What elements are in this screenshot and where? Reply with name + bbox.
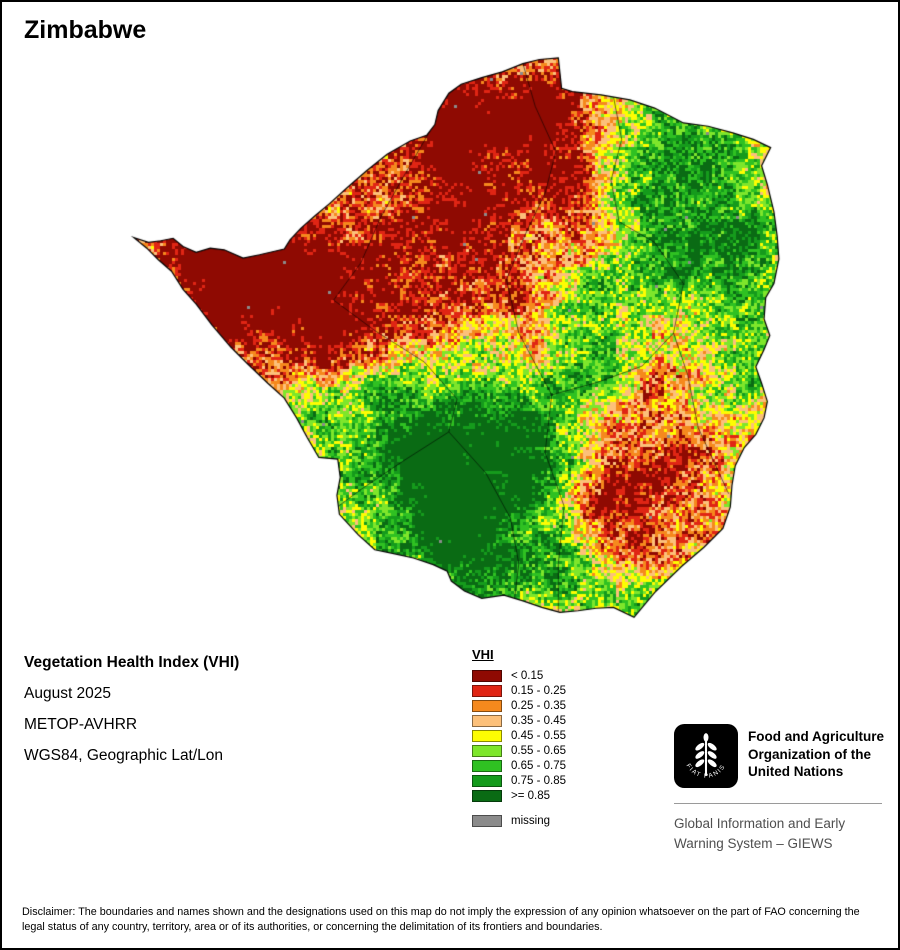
map-projection: WGS84, Geographic Lat/Lon — [24, 747, 224, 764]
legend-items: < 0.15 0.15 - 0.25 0.25 - 0.35 0.35 - 0.45 0… — [472, 670, 566, 827]
legend-swatch — [472, 715, 502, 727]
map-date: August 2025 — [24, 685, 112, 702]
disclaimer-text: Disclaimer: The boundaries and names sho… — [22, 906, 860, 933]
legend-swatch — [472, 815, 502, 827]
legend-item: 0.25 - 0.35 — [472, 700, 566, 712]
legend-label: >= 0.85 — [511, 790, 551, 802]
legend-label: 0.35 - 0.45 — [511, 715, 566, 727]
map-layer-title: Vegetation Health Index (VHI) — [24, 654, 240, 671]
legend-label: 0.15 - 0.25 — [511, 685, 566, 697]
fao-logo-icon: FIAT PANIS — [674, 724, 738, 788]
legend-label: 0.25 - 0.35 — [511, 700, 566, 712]
legend-item: < 0.15 — [472, 670, 566, 682]
legend-label: 0.75 - 0.85 — [511, 775, 566, 787]
fao-org-name: Food and Agriculture Organization of the… — [748, 729, 884, 780]
map-info-block: Vegetation Health Index (VHI) August 202… — [24, 654, 239, 778]
legend-item: 0.75 - 0.85 — [472, 775, 566, 787]
legend-label: missing — [511, 815, 550, 827]
legend-item: missing — [472, 815, 566, 827]
legend-label: 0.45 - 0.55 — [511, 730, 566, 742]
legend-label: 0.55 - 0.65 — [511, 745, 566, 757]
giews-label: Global Information and Early Warning Sys… — [674, 816, 846, 851]
legend-item: 0.45 - 0.55 — [472, 730, 566, 742]
legend-swatch — [472, 670, 502, 682]
legend-swatch — [472, 685, 502, 697]
legend-item: 0.15 - 0.25 — [472, 685, 566, 697]
legend-title: VHI — [472, 647, 494, 662]
map-sensor: METOP-AVHRR — [24, 716, 138, 733]
page-title: Zimbabwe — [24, 16, 147, 44]
legend-label: 0.65 - 0.75 — [511, 760, 566, 772]
legend-swatch — [472, 700, 502, 712]
fao-branding: FIAT PANIS Food and Agriculture Organiza… — [674, 724, 884, 788]
legend-swatch — [472, 775, 502, 787]
legend-item: 0.35 - 0.45 — [472, 715, 566, 727]
legend-swatch — [472, 745, 502, 757]
legend-swatch — [472, 760, 502, 772]
legend-swatch — [472, 730, 502, 742]
legend-swatch — [472, 790, 502, 802]
legend-item: 0.65 - 0.75 — [472, 760, 566, 772]
legend-item: 0.55 - 0.65 — [472, 745, 566, 757]
branding-divider — [674, 803, 882, 804]
zimbabwe-vhi-map — [2, 2, 898, 662]
vhi-legend: VHI < 0.15 0.15 - 0.25 0.25 - 0.35 0.35 - 0… — [472, 647, 566, 830]
legend-label: < 0.15 — [511, 670, 544, 682]
legend-item: >= 0.85 — [472, 790, 566, 802]
